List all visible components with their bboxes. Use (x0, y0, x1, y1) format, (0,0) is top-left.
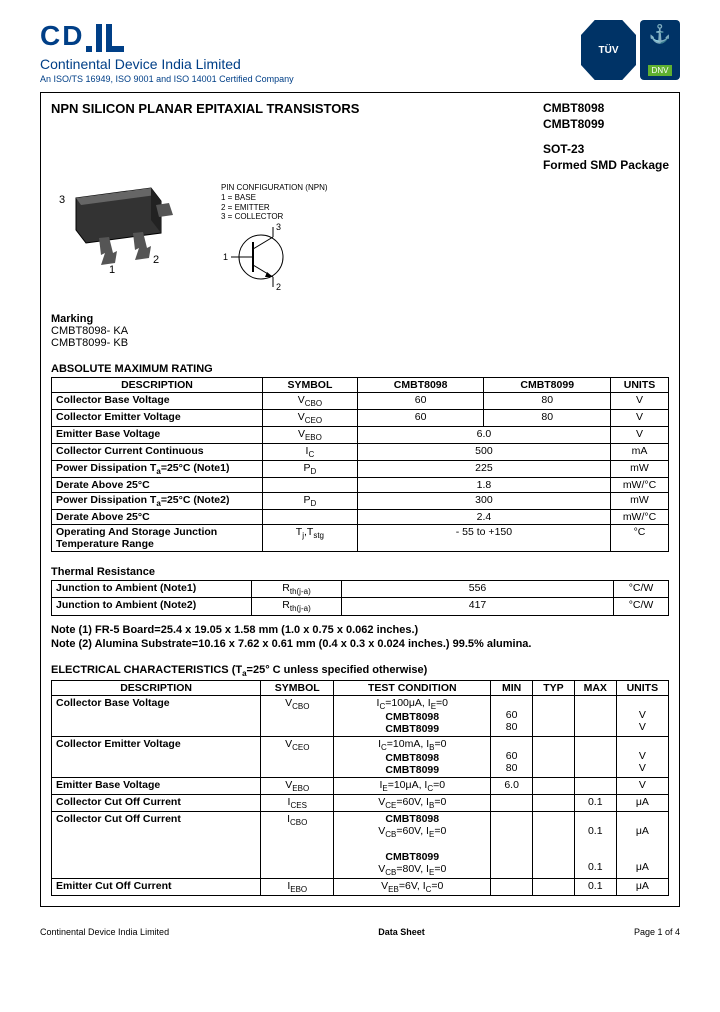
table-row: Junction to Ambient (Note1)Rth(j-a)556°C… (52, 581, 669, 598)
note2: Note (2) Alumina Substrate=10.16 x 7.62 … (51, 638, 669, 650)
tuv-badge-icon (581, 20, 636, 80)
marking-h: Marking (51, 313, 669, 325)
table-row: Operating And Storage JunctionTemperatur… (52, 525, 669, 552)
th-p1: CMBT8098 (357, 377, 484, 392)
diagram-row: 3 1 2 PIN CONFIGURATION (NPN) 1 = BASE 2… (51, 183, 669, 294)
pinconf-2: 2 = EMITTER (221, 203, 328, 213)
eth-typ: TYP (533, 680, 575, 695)
pkg2: Formed SMD Package (543, 158, 669, 174)
eth-units: UNITS (616, 680, 668, 695)
header: CD Continental Device India Limited An I… (40, 20, 680, 84)
pin-config: PIN CONFIGURATION (NPN) 1 = BASE 2 = EMI… (221, 183, 328, 294)
eth-tc: TEST CONDITION (334, 680, 491, 695)
logo-text: CD (40, 20, 84, 52)
table-row: Collector Emitter VoltageVCEO6080V (52, 409, 669, 426)
table-row: Derate Above 25°C2.4mW/°C (52, 510, 669, 525)
table-row: Collector Emitter VoltageVCEOIC=10mA, IB… (52, 736, 669, 777)
package-drawing: 3 1 2 (51, 183, 191, 263)
marking-2: CMBT8099- KB (51, 337, 669, 349)
table-row: Junction to Ambient (Note2)Rth(j-a)417°C… (52, 598, 669, 615)
marking-block: Marking CMBT8098- KA CMBT8099- KB (51, 313, 669, 349)
table-row: Collector Cut Off CurrentICESVCE=60V, IB… (52, 794, 669, 811)
table-row: Collector Base VoltageVCBOIC=100μA, IE=0… (52, 695, 669, 736)
svg-text:3: 3 (276, 222, 281, 232)
pkg1: SOT-23 (543, 142, 669, 158)
table-row: Collector Current ContinuousIC500mA (52, 444, 669, 461)
logo: CD (40, 20, 294, 52)
th-p2: CMBT8099 (484, 377, 611, 392)
logo-block: CD Continental Device India Limited An I… (40, 20, 294, 84)
dnv-badge-icon (640, 20, 680, 80)
table-row: Emitter Base VoltageVEBOIE=10μA, IC=06.0… (52, 777, 669, 794)
amr-table: DESCRIPTION SYMBOL CMBT8098 CMBT8099 UNI… (51, 377, 669, 553)
svg-text:2: 2 (153, 254, 159, 266)
footer-right: Page 1 of 4 (634, 927, 680, 937)
svg-text:3: 3 (59, 194, 65, 206)
eth-min: MIN (491, 680, 533, 695)
table-row: Emitter Cut Off CurrentIEBOVEB=6V, IC=00… (52, 879, 669, 896)
company-name: Continental Device India Limited (40, 56, 294, 72)
th-desc: DESCRIPTION (52, 377, 263, 392)
part1: CMBT8098 (543, 101, 669, 117)
th-units: UNITS (610, 377, 668, 392)
logo-icon (86, 24, 124, 52)
iso-line: An ISO/TS 16949, ISO 9001 and ISO 14001 … (40, 74, 294, 84)
pinconf-1: 1 = BASE (221, 193, 328, 203)
main-title: NPN SILICON PLANAR EPITAXIAL TRANSISTORS (51, 101, 359, 173)
table-row: Derate Above 25°C1.8mW/°C (52, 478, 669, 493)
amr-title: ABSOLUTE MAXIMUM RATING (51, 363, 669, 375)
thermal-title: Thermal Resistance (51, 566, 669, 578)
title-row: NPN SILICON PLANAR EPITAXIAL TRANSISTORS… (51, 101, 669, 173)
footer: Continental Device India Limited Data Sh… (40, 927, 680, 937)
eth-max: MAX (574, 680, 616, 695)
part2: CMBT8099 (543, 117, 669, 133)
eth-desc: DESCRIPTION (52, 680, 261, 695)
thermal-table: Junction to Ambient (Note1)Rth(j-a)556°C… (51, 580, 669, 615)
svg-text:2: 2 (276, 282, 281, 292)
elec-table: DESCRIPTION SYMBOL TEST CONDITION MIN TY… (51, 680, 669, 897)
table-row: Power Dissipation Ta=25°C (Note1)PD225mW (52, 461, 669, 478)
elec-title: ELECTRICAL CHARACTERISTICS (Ta=25° C unl… (51, 664, 669, 678)
certifications (581, 20, 680, 80)
table-row: Collector Base VoltageVCBO6080V (52, 392, 669, 409)
eth-sym: SYMBOL (261, 680, 334, 695)
svg-text:1: 1 (109, 264, 115, 273)
marking-1: CMBT8098- KA (51, 325, 669, 337)
table-row: Emitter Base VoltageVEBO6.0V (52, 426, 669, 443)
part-block: CMBT8098 CMBT8099 SOT-23 Formed SMD Pack… (543, 101, 669, 173)
footer-mid: Data Sheet (378, 927, 425, 937)
footer-left: Continental Device India Limited (40, 927, 169, 937)
table-row: Power Dissipation Ta=25°C (Note2)PD300mW (52, 493, 669, 510)
note1: Note (1) FR-5 Board=25.4 x 19.05 x 1.58 … (51, 624, 669, 636)
svg-text:1: 1 (223, 252, 228, 262)
page-frame: NPN SILICON PLANAR EPITAXIAL TRANSISTORS… (40, 92, 680, 907)
schematic-icon: 1 3 2 (221, 222, 311, 292)
pinconf-h: PIN CONFIGURATION (NPN) (221, 183, 328, 193)
table-row: Collector Cut Off CurrentICBOCMBT8098VCB… (52, 812, 669, 879)
pinconf-3: 3 = COLLECTOR (221, 212, 328, 222)
th-sym: SYMBOL (262, 377, 357, 392)
